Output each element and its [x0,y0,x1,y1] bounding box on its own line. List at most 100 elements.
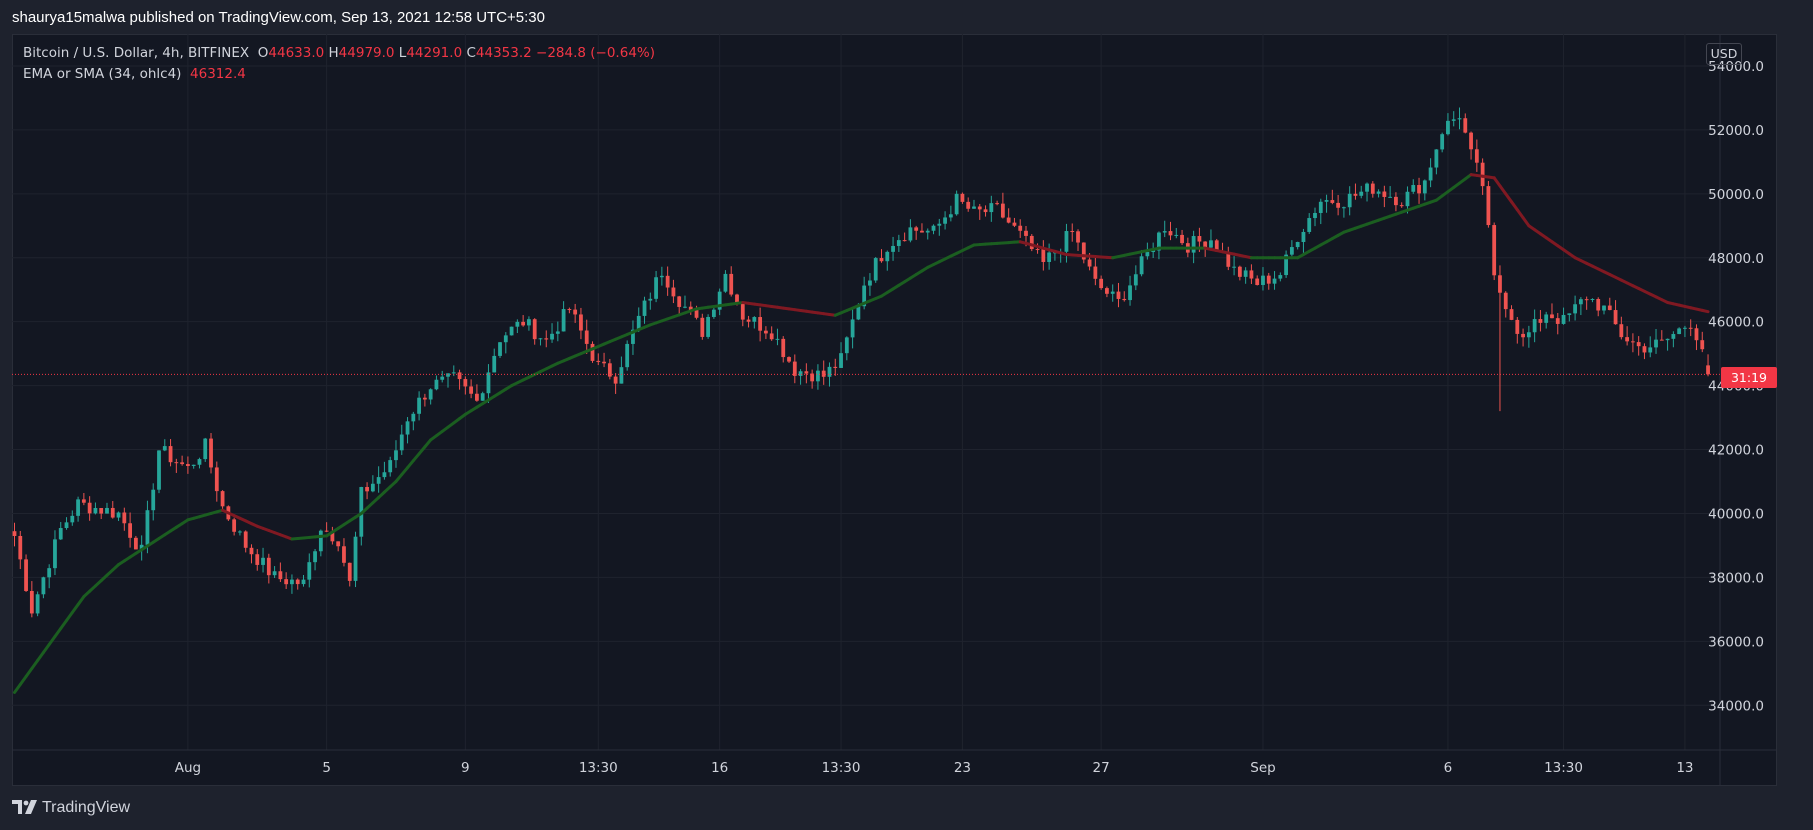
candle-body [561,309,566,332]
candle-body [1417,185,1421,194]
low-key: L [398,45,407,61]
moving-average-segment [394,473,404,483]
candle-body [816,370,820,382]
candle-body [162,446,167,451]
candle-body [99,508,104,514]
candle-body [1214,240,1219,252]
time-tick-label: 6 [1444,760,1453,776]
candle-body [486,372,491,394]
moving-average-segment [18,674,28,686]
moving-average-segment [1504,192,1514,204]
candle-body [1422,180,1427,194]
candle-body [631,329,635,344]
time-tick-label: 5 [322,760,331,776]
candle-body [1237,266,1242,277]
moving-average-segment [41,643,51,655]
candle-body [1694,328,1699,341]
symbol-legend[interactable]: Bitcoin / U.S. Dollar, 4h, BITFINEX O446… [23,45,655,61]
tradingview-logo-icon[interactable] [12,800,38,814]
candle-body [1168,231,1173,236]
candle-body [723,273,728,292]
price-chart[interactable]: 34000.036000.038000.040000.042000.044000… [12,34,1777,786]
candle-body [538,338,543,340]
candle-body [1000,203,1005,218]
symbol-title[interactable]: Bitcoin / U.S. Dollar, 4h, BITFINEX [23,45,250,61]
candle-body [1451,119,1456,121]
price-tick-label: 48000.0 [1708,251,1764,267]
candle-body [1330,200,1335,203]
candle-body [532,319,537,340]
candle-body [122,512,127,524]
candle-body [764,330,768,334]
indicator-value: 46312.4 [190,66,246,82]
candle-body [908,227,913,241]
candle-body [972,206,976,209]
time-tick-label: 23 [954,760,971,776]
candle-body [1128,285,1132,301]
candle-body [87,502,92,514]
candle-body [798,371,803,376]
candle-body [827,366,832,377]
candle-body [1307,218,1312,232]
time-tick-label: 13:30 [579,760,618,776]
change-value: −284.8 (−0.64%) [536,45,655,61]
candle-body [347,562,352,581]
candle-body [1324,200,1329,202]
candle-body [1607,305,1612,311]
candle-body [76,499,80,516]
candle-body [503,335,508,343]
candle-body [1249,270,1254,279]
candle-body [1255,278,1260,285]
candle-body [862,285,867,307]
candle-body [740,303,745,320]
candle-body [1521,333,1525,338]
candle-body [1440,134,1445,150]
countdown-badge: 31:19 [1721,367,1777,388]
candle-body [642,300,647,316]
candle-body [758,317,763,331]
currency-button[interactable]: USD [1706,43,1742,65]
candle-body [24,559,28,591]
time-tick-label: 13 [1676,760,1693,776]
candle-body [197,459,202,465]
candle-body [29,590,34,614]
candle-body [1133,274,1138,286]
indicator-title[interactable]: EMA or SMA (34, ohlc4) [23,66,182,82]
tradingview-brand[interactable]: TradingView [42,799,131,816]
candle-body [1555,318,1560,324]
moving-average-segment [1510,200,1519,212]
candle-body [301,579,306,585]
candle-body [417,397,421,414]
indicator-legend[interactable]: EMA or SMA (34, ohlc4) 46312.4 [23,66,246,82]
candle-body [1035,249,1040,251]
candle-body [174,462,179,464]
candle-body [1064,231,1069,252]
candle-body [879,258,884,262]
candle-body [1209,240,1213,248]
candle-body [116,512,121,518]
candle-body [943,217,947,224]
candle-body [1596,299,1601,311]
candle-body [1122,298,1127,301]
time-tick-label: 27 [1093,760,1110,776]
time-tick-label: Aug [175,760,201,776]
candle-body [885,251,890,262]
candle-body [1041,249,1046,262]
candle-body [1683,327,1687,329]
candle-body [1076,231,1080,243]
price-tick-label: 42000.0 [1708,443,1764,459]
candle-body [64,522,69,529]
price-tick-label: 52000.0 [1708,123,1764,139]
candle-body [671,287,676,297]
candle-body [1561,314,1566,324]
time-tick-label: Sep [1250,760,1275,776]
candle-body [295,579,300,585]
candle-body [1353,193,1358,196]
candle-body [446,373,450,377]
candle-body [110,507,115,518]
candle-body [1081,242,1086,260]
candle-body [428,389,433,400]
candle-body [688,306,693,310]
candle-body [810,373,815,382]
candle-body [977,206,982,210]
